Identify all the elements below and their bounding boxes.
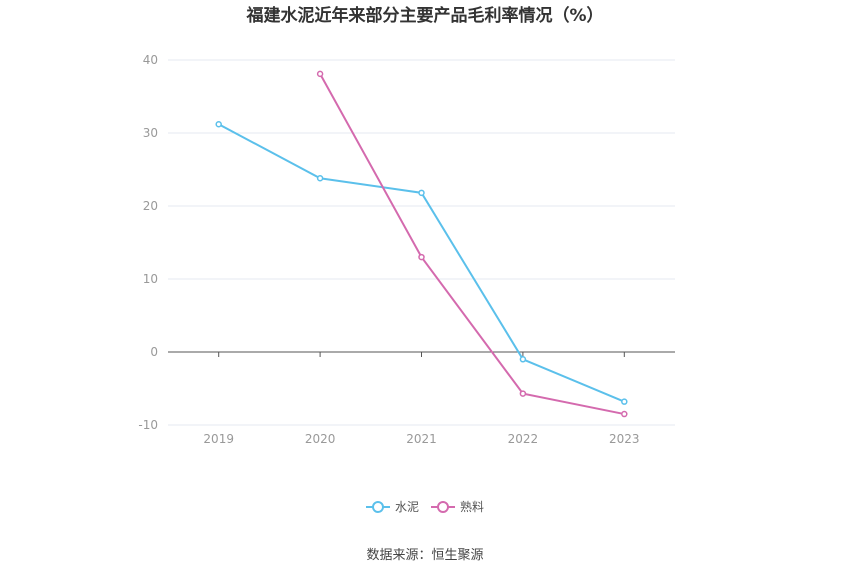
data-source-note: 数据来源：恒生聚源 [366, 548, 483, 563]
x-axis: 2019 2020 2021 2022 2023 [203, 352, 640, 446]
x-tick-label: 2023 [609, 432, 640, 446]
y-tick-label: -10 [138, 418, 158, 432]
data-point [316, 70, 324, 78]
x-tick-label: 2021 [406, 432, 437, 446]
data-point [418, 253, 425, 261]
x-tick-label: 2022 [508, 432, 539, 446]
data-point [418, 189, 425, 197]
y-tick-label: 0 [150, 345, 158, 359]
grid [168, 59, 675, 426]
legend-marker [372, 501, 384, 513]
y-tick-label: 40 [143, 53, 158, 67]
legend: 水泥 熟料 [366, 499, 484, 514]
series-line-2 [319, 73, 625, 416]
legend-label: 水泥 [395, 500, 419, 514]
x-tick-label: 2020 [305, 432, 336, 446]
y-axis: -10 0 10 20 30 40 [138, 53, 158, 432]
data-point [215, 120, 222, 128]
plot-area [215, 70, 628, 418]
chart-title: 福建水泥近年来部分主要产品毛利率情况（%） [245, 5, 603, 26]
y-tick-label: 20 [143, 199, 158, 213]
legend-label: 熟料 [460, 499, 484, 514]
data-point [316, 175, 324, 182]
legend-item: 水泥 [366, 500, 419, 514]
data-point [519, 390, 527, 397]
data-point [519, 356, 527, 363]
series-line-1 [218, 123, 625, 403]
data-point [621, 410, 628, 418]
y-tick-label: 10 [143, 272, 158, 286]
x-tick-label: 2019 [203, 432, 234, 446]
legend-item: 熟料 [431, 499, 484, 514]
y-tick-label: 30 [143, 126, 158, 140]
data-point [621, 398, 628, 405]
legend-marker [437, 501, 449, 513]
